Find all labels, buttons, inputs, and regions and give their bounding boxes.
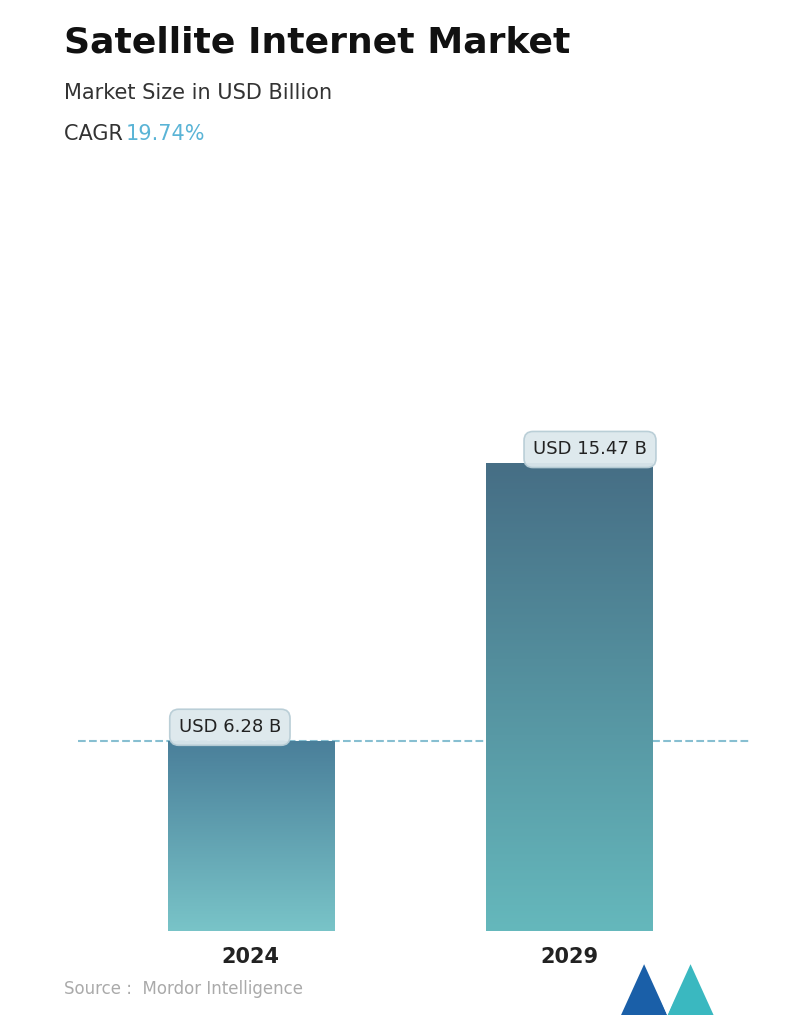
Text: Market Size in USD Billion: Market Size in USD Billion — [64, 83, 332, 102]
Polygon shape — [621, 964, 667, 1015]
Text: CAGR: CAGR — [64, 124, 136, 144]
Text: Satellite Internet Market: Satellite Internet Market — [64, 26, 570, 60]
Text: 19.74%: 19.74% — [126, 124, 205, 144]
Polygon shape — [654, 981, 681, 1015]
Text: Source :  Mordor Intelligence: Source : Mordor Intelligence — [64, 980, 302, 998]
Text: USD 15.47 B: USD 15.47 B — [533, 440, 647, 458]
Text: USD 6.28 B: USD 6.28 B — [179, 719, 281, 736]
Polygon shape — [667, 964, 714, 1015]
